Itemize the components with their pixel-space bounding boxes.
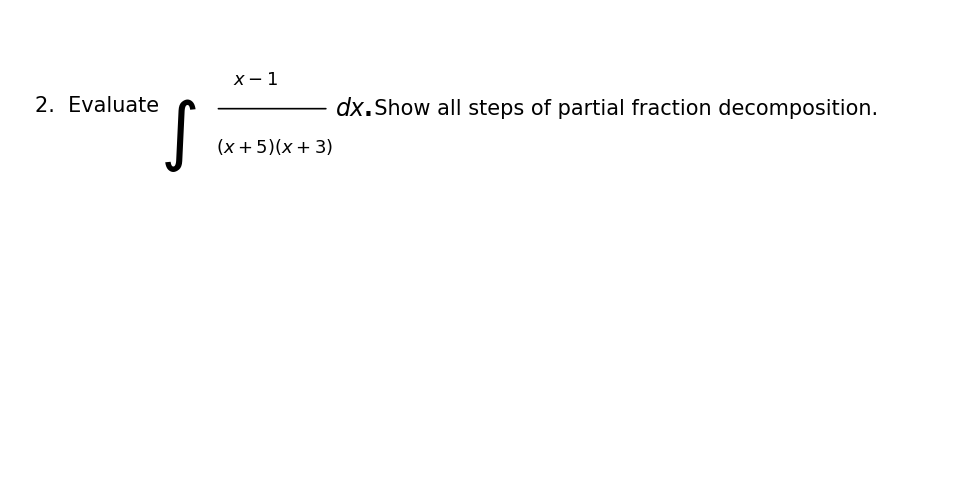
- Text: $(x+5)(x+3)$: $(x+5)(x+3)$: [215, 137, 333, 157]
- Text: 2.  Evaluate: 2. Evaluate: [34, 96, 159, 116]
- Text: Show all steps of partial fraction decomposition.: Show all steps of partial fraction decom…: [360, 99, 877, 119]
- Text: $dx$.: $dx$.: [335, 97, 372, 121]
- Text: $\int$: $\int$: [160, 97, 196, 174]
- Text: $x-1$: $x-1$: [233, 71, 277, 89]
